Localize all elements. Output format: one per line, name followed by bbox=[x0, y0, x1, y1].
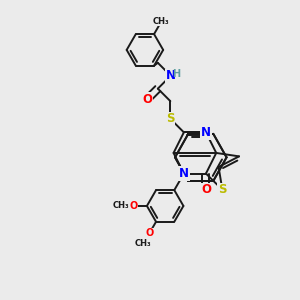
Text: O: O bbox=[130, 201, 138, 211]
Text: S: S bbox=[218, 183, 226, 196]
Text: O: O bbox=[142, 93, 152, 106]
Text: N: N bbox=[166, 69, 176, 82]
Text: N: N bbox=[201, 126, 211, 139]
Text: S: S bbox=[166, 112, 175, 125]
Text: H: H bbox=[172, 69, 181, 79]
Text: CH₃: CH₃ bbox=[153, 17, 170, 26]
Text: CH₃: CH₃ bbox=[135, 239, 152, 248]
Text: O: O bbox=[117, 201, 125, 211]
Text: N: N bbox=[179, 167, 189, 180]
Text: O: O bbox=[145, 228, 154, 238]
Text: CH₃: CH₃ bbox=[113, 201, 130, 210]
Text: O: O bbox=[201, 183, 211, 196]
